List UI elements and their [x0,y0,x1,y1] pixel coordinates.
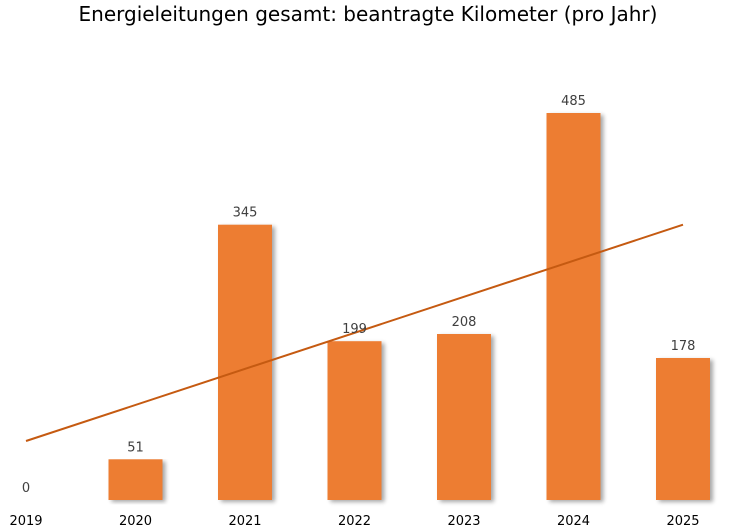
bar-2020 [108,459,163,500]
data-label-2021: 345 [233,206,258,221]
x-tick-label-2020: 2020 [119,514,152,529]
x-tick-label-2023: 2023 [447,514,480,529]
data-labels-layer: 0 51 345 199 208 485 178 [22,94,696,496]
x-tick-label-2022: 2022 [338,514,371,529]
data-label-2024: 485 [561,94,586,109]
x-tick-label-2025: 2025 [666,514,699,529]
data-label-2019: 0 [22,481,30,496]
bars-layer [108,113,710,500]
trendline-layer [25,223,684,442]
data-label-2025: 178 [671,339,696,354]
data-label-2020: 51 [127,440,144,455]
data-label-2022: 199 [342,322,367,337]
x-axis-tick-labels: 2019 2020 2021 2022 2023 2024 2025 [9,514,699,529]
x-tick-label-2019: 2019 [9,514,42,529]
x-tick-label-2024: 2024 [557,514,590,529]
trendline [25,223,684,442]
bar-2024 [546,113,601,500]
bar-2025 [656,358,710,500]
chart-title: Energieleitungen gesamt: beantragte Kilo… [78,2,658,26]
data-label-2023: 208 [452,315,477,330]
bar-2023 [437,334,491,500]
x-tick-label-2021: 2021 [228,514,261,529]
bar-2022 [327,341,382,500]
